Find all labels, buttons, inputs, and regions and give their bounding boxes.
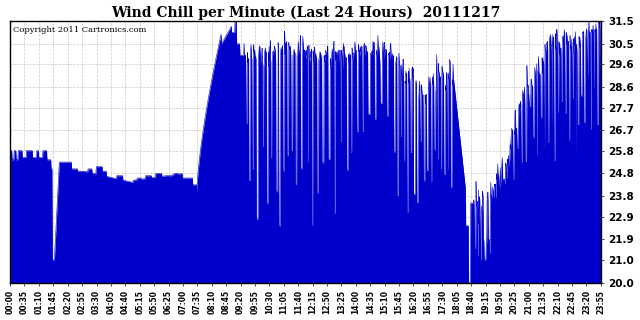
Text: Copyright 2011 Cartronics.com: Copyright 2011 Cartronics.com (13, 26, 147, 34)
Title: Wind Chill per Minute (Last 24 Hours)  20111217: Wind Chill per Minute (Last 24 Hours) 20… (111, 5, 500, 20)
